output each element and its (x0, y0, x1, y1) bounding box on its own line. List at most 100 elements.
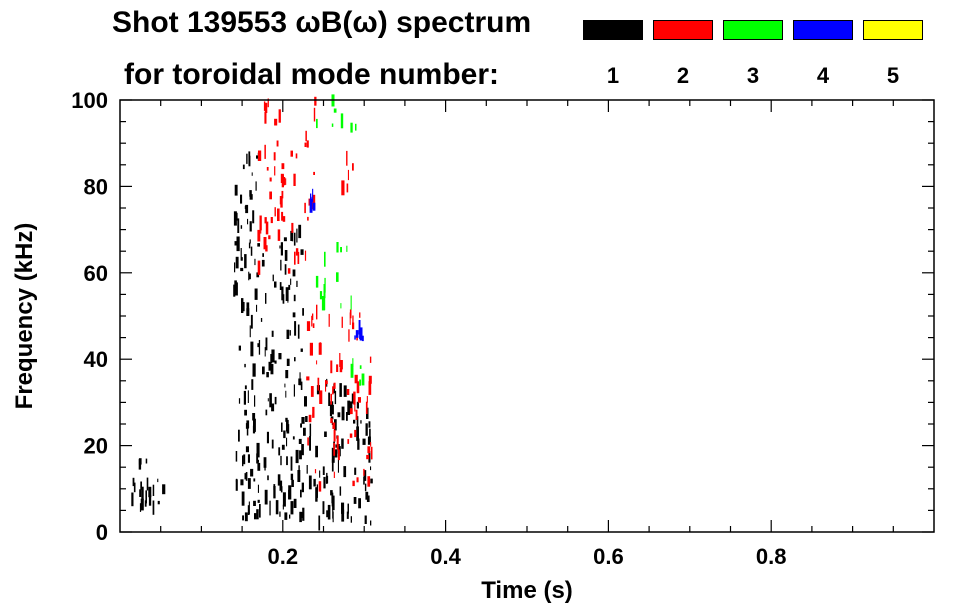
spectral-point-mode-1 (246, 308, 250, 316)
spectral-point-mode-1 (343, 385, 347, 397)
spectral-point-mode-1 (318, 515, 321, 531)
spectral-point-mode-2 (316, 360, 318, 365)
spectral-point-mode-1 (283, 430, 286, 439)
spectral-point-mode-1 (247, 478, 251, 489)
spectral-point-mode-1 (277, 474, 281, 486)
x-tick-label: 0.8 (756, 544, 787, 569)
spectral-point-mode-1 (279, 245, 281, 249)
spectral-point-mode-1 (250, 468, 254, 477)
spectral-point-mode-2 (312, 323, 315, 328)
spectral-point-mode-1 (271, 403, 275, 412)
spectral-point-mode-2 (354, 374, 358, 384)
legend-swatch-mode-4 (793, 20, 853, 40)
spectral-point-mode-1 (242, 455, 244, 467)
spectral-point-mode-1 (364, 515, 367, 524)
spectral-point-mode-1 (290, 473, 294, 480)
spectral-point-mode-1 (341, 502, 345, 514)
spectral-point-mode-2 (291, 222, 294, 233)
legend-label-mode-1: 1 (606, 63, 620, 88)
spectral-point-mode-1 (268, 361, 271, 371)
spectral-point-mode-1 (236, 236, 240, 252)
spectral-point-mode-1 (294, 357, 296, 362)
spectral-point-mode-2 (269, 177, 272, 182)
spectral-point-mode-1 (275, 500, 279, 515)
spectral-point-mode-1 (152, 500, 155, 515)
spectral-point-mode-1 (332, 495, 335, 511)
spectral-point-mode-2 (294, 251, 296, 265)
spectral-point-mode-4 (358, 320, 361, 335)
spectral-point-mode-2 (313, 171, 315, 175)
spectral-point-mode-1 (146, 477, 149, 491)
spectral-point-mode-1 (284, 512, 288, 520)
spectral-point-mode-2 (263, 101, 266, 111)
spectral-point-mode-2 (312, 313, 314, 321)
spectral-point-mode-2 (325, 380, 328, 385)
spectral-point-mode-2 (347, 439, 350, 444)
spectral-point-mode-1 (246, 420, 249, 436)
spectral-point-mode-1 (259, 504, 261, 518)
spectral-point-mode-1 (347, 400, 351, 415)
legend-label-mode-4: 4 (816, 63, 830, 88)
spectral-point-mode-2 (263, 237, 267, 250)
spectral-point-mode-1 (297, 324, 300, 339)
spectral-point-mode-1 (250, 246, 253, 256)
spectral-point-mode-1 (299, 450, 302, 460)
spectral-point-mode-2 (277, 208, 280, 221)
spectral-point-mode-2 (337, 449, 340, 461)
spectral-point-mode-3 (352, 358, 354, 368)
spectral-point-mode-1 (298, 438, 302, 444)
spectral-point-mode-1 (339, 383, 342, 397)
spectral-point-mode-1 (271, 330, 274, 337)
spectral-point-mode-2 (311, 315, 313, 327)
spectral-point-mode-1 (138, 459, 142, 470)
spectral-point-mode-1 (331, 404, 334, 415)
spectral-point-mode-1 (304, 396, 307, 407)
spectral-point-mode-2 (312, 194, 316, 210)
spectral-point-mode-1 (265, 409, 268, 416)
spectral-point-mode-2 (318, 481, 322, 492)
spectral-point-mode-1 (131, 492, 134, 507)
spectral-point-mode-2 (309, 342, 313, 356)
spectral-point-mode-2 (287, 268, 291, 274)
spectral-point-mode-2 (356, 381, 360, 394)
spectral-point-mode-1 (299, 511, 302, 523)
spectral-point-mode-1 (242, 515, 244, 521)
spectral-point-mode-1 (269, 500, 271, 516)
spectral-point-mode-2 (332, 386, 334, 395)
spectral-point-mode-1 (300, 423, 302, 428)
spectral-point-mode-3 (321, 296, 325, 311)
spectral-point-mode-1 (252, 413, 256, 421)
spectral-point-mode-1 (257, 484, 259, 493)
spectral-point-mode-1 (319, 470, 321, 478)
spectral-point-mode-1 (326, 510, 329, 518)
spectral-point-mode-1 (292, 436, 295, 440)
spectral-point-mode-3 (346, 245, 348, 252)
spectral-point-mode-2 (318, 342, 322, 355)
spectral-point-mode-1 (279, 480, 283, 491)
spectral-point-mode-1 (250, 341, 254, 357)
spectral-point-mode-2 (304, 202, 306, 214)
spectral-point-mode-1 (162, 484, 166, 495)
spectral-point-mode-1 (144, 500, 147, 507)
x-axis-label: Time (s) (481, 577, 573, 604)
spectral-point-mode-1 (280, 455, 282, 466)
spectral-point-mode-1 (249, 190, 252, 197)
spectral-point-mode-1 (253, 478, 256, 482)
spectral-point-mode-2 (278, 109, 281, 123)
spectral-point-mode-1 (139, 489, 142, 497)
y-tick-label: 40 (84, 347, 108, 372)
spectral-point-mode-1 (132, 477, 135, 487)
spectral-point-mode-2 (281, 211, 284, 221)
spectral-point-mode-2 (290, 150, 293, 157)
spectral-point-mode-1 (362, 438, 366, 445)
legend: 1 2 3 4 5 (0, 0, 963, 100)
plot-frame (119, 99, 935, 533)
spectral-point-mode-1 (244, 409, 247, 416)
spectral-point-mode-1 (270, 395, 272, 407)
spectral-point-mode-1 (140, 498, 144, 511)
spectral-point-mode-1 (267, 475, 269, 481)
spectral-point-mode-1 (358, 498, 361, 509)
spectral-point-mode-1 (335, 444, 338, 448)
spectral-point-mode-2 (307, 437, 309, 446)
spectral-point-mode-2 (264, 217, 267, 224)
